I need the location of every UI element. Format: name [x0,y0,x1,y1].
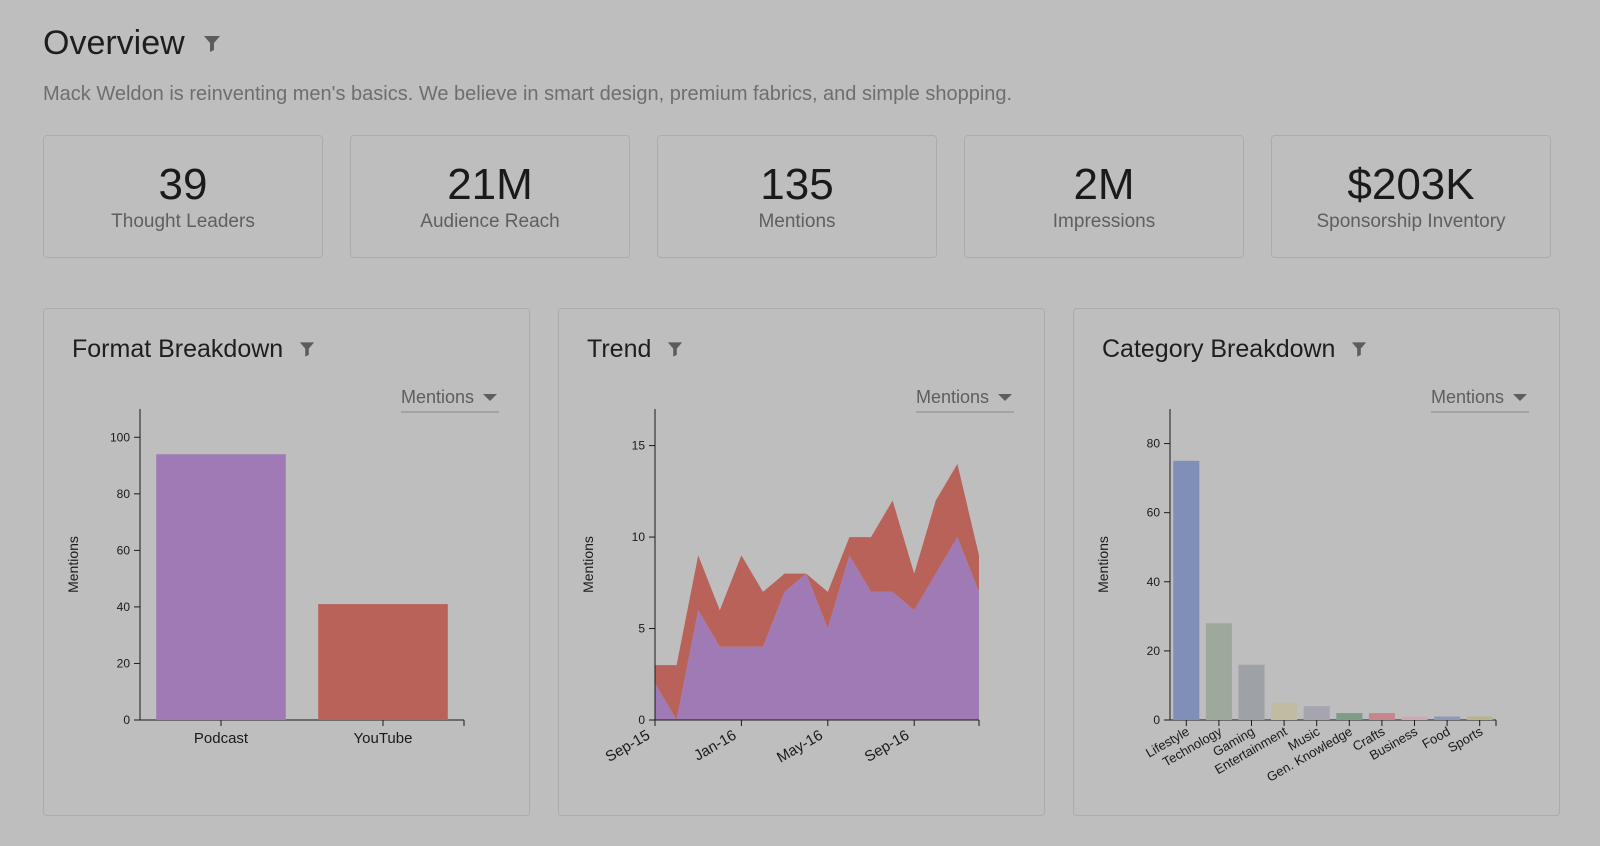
x-tick-label: YouTube [354,730,413,747]
y-tick-label: 20 [1147,644,1161,658]
stat-card-thought-leaders: 39 Thought Leaders [43,135,323,258]
stat-label: Thought Leaders [111,210,255,232]
y-tick-label: 0 [123,713,130,727]
stat-card-sponsorship-inventory: $203K Sponsorship Inventory [1271,135,1551,258]
filter-icon[interactable] [203,35,221,53]
y-tick-label: 60 [117,543,131,557]
chevron-down-icon [483,394,497,401]
metric-dropdown[interactable]: Mentions [1431,384,1529,413]
filter-icon[interactable] [1351,341,1369,359]
filter-icon[interactable] [667,341,685,359]
stat-value: 21M [447,159,533,209]
stat-value: 39 [158,159,208,209]
bar-technology [1205,623,1232,720]
panel-title-row: Trend [587,335,685,364]
metric-dropdown-label: Mentions [915,387,989,407]
y-tick-label: 0 [638,713,645,727]
y-tick-label: 40 [117,600,131,614]
y-axis-label: Mentions [65,536,81,593]
bar-entertainment [1271,702,1298,720]
bar-business [1401,716,1428,720]
bar-podcast [156,454,286,720]
title-row: Overview [43,24,1012,63]
y-tick-label: 5 [638,622,645,636]
stat-label: Sponsorship Inventory [1316,210,1506,232]
metric-dropdown-label: Mentions [1430,387,1504,407]
filter-icon[interactable] [299,341,317,359]
bar-youtube [318,604,448,720]
y-tick-label: 80 [1147,437,1161,451]
panel-title: Category Breakdown [1102,335,1336,363]
x-tick-label: Jan-16 [691,727,739,765]
trend-chart: 0 5 10 15 Mentions Sep-15 Jan-16 May-16 Sep-16 [580,409,980,767]
y-tick-label: 80 [117,487,131,501]
metric-dropdown-label: Mentions [400,387,474,407]
x-tick-label: May-16 [774,727,826,767]
page-subtitle: Mack Weldon is reinventing men's basics.… [43,83,1013,105]
y-axis-label: Mentions [1095,536,1111,593]
x-tick-label: Podcast [194,730,249,747]
bar-crafts [1368,713,1395,720]
category-breakdown-panel: 0 20 40 60 80 Mentions Lifestyle Technology Gami… [1073,308,1560,816]
page-title: Overview [43,24,185,62]
trend-panel: 0 5 10 15 Mentions Sep-15 Jan-16 May-16 Sep-16 T… [558,308,1045,816]
y-axis-label: Mentions [580,536,596,593]
area-series-1 [655,537,979,720]
panel-title-row: Category Breakdown [1102,335,1369,364]
bar-gen-knowledge [1336,713,1363,720]
panel-title: Trend [587,335,652,363]
bar-music [1303,706,1330,720]
y-tick-label: 15 [632,439,646,453]
stat-card-audience-reach: 21M Audience Reach [350,135,630,258]
stat-value: $203K [1347,159,1475,209]
stat-card-mentions: 135 Mentions [657,135,937,258]
stat-card-impressions: 2M Impressions [964,135,1244,258]
y-tick-label: 0 [1153,713,1160,727]
bar-food [1434,716,1461,720]
x-tick-label: Sports [1445,723,1485,755]
format-breakdown-chart: 0 20 40 60 80 100 Mentions Podcast YouTube [65,409,465,747]
format-breakdown-panel: 0 20 40 60 80 100 Mentions Podcast YouTube Forma… [43,308,530,816]
y-tick-label: 100 [110,430,130,444]
metric-dropdown[interactable]: Mentions [401,384,499,413]
x-tick-label: Sep-16 [862,727,912,766]
panel-title-row: Format Breakdown [72,335,317,364]
stat-value: 2M [1073,159,1135,209]
stat-label: Impressions [1052,210,1156,232]
bar-gaming [1238,664,1265,720]
category-breakdown-chart: 020406080MentionsLifestyleTechnologyGami… [1095,409,1497,785]
stat-row: 39 Thought Leaders 21M Audience Reach 13… [43,135,1551,258]
y-tick-label: 10 [632,530,646,544]
y-tick-label: 40 [1147,575,1161,589]
stat-value: 135 [760,159,834,209]
stat-label: Audience Reach [420,210,560,232]
chevron-down-icon [998,394,1012,401]
y-tick-label: 20 [117,656,131,670]
x-tick-label: Sep-15 [603,727,653,766]
bar-sports [1466,716,1493,720]
y-tick-label: 60 [1147,506,1161,520]
area-series-2 [655,463,979,720]
metric-dropdown[interactable]: Mentions [916,384,1014,413]
panel-title: Format Breakdown [72,335,284,363]
bar-lifestyle [1173,460,1200,720]
chevron-down-icon [1513,394,1527,401]
stat-label: Mentions [758,210,836,232]
page-header: Overview Mack Weldon is reinventing men'… [43,24,1012,106]
